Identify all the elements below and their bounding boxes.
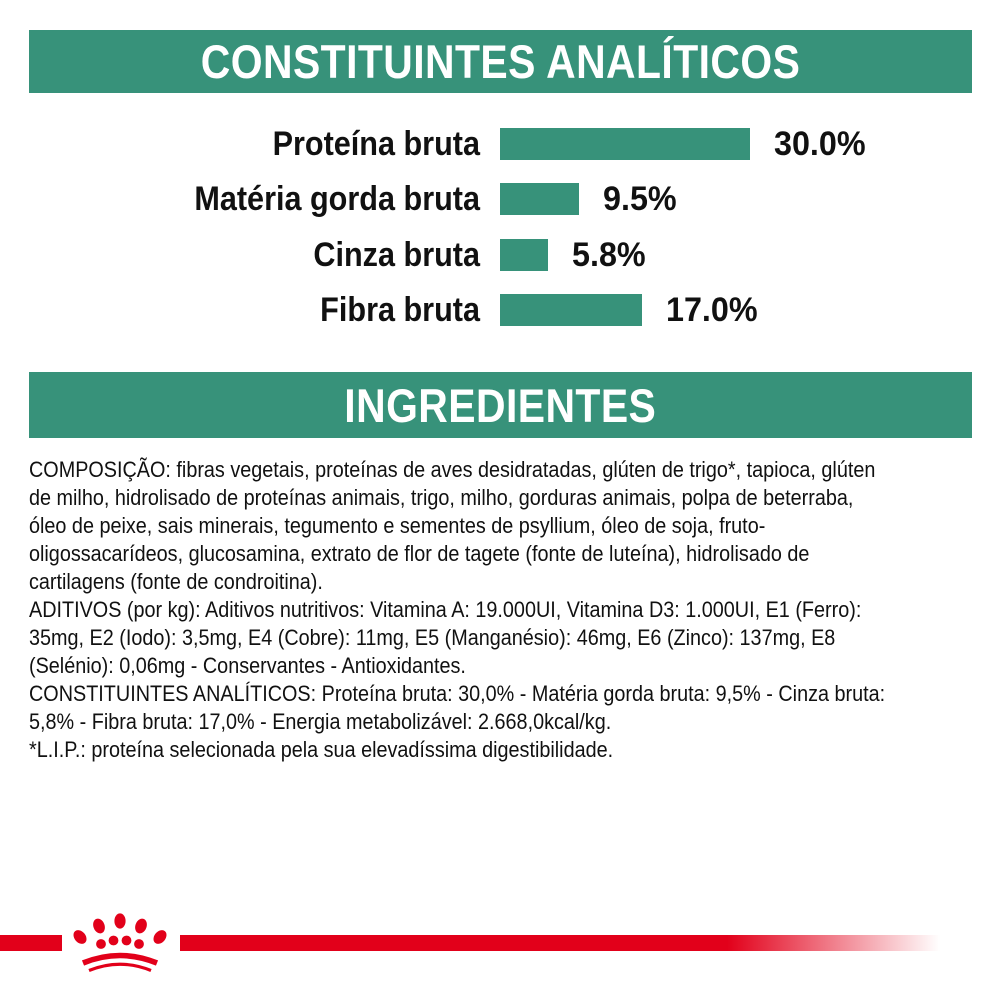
text-line: *L.I.P.: proteína selecionada pela sua e… (29, 737, 614, 762)
bar-label-fat: Matéria gorda bruta (194, 180, 480, 218)
ingredients-header-band: INGREDIENTES (29, 372, 972, 438)
bar-track: 17.0% (500, 291, 762, 329)
text-line: COMPOSIÇÃO: fibras vegetais, proteínas d… (29, 457, 876, 482)
bar-label-ash: Cinza bruta (313, 236, 480, 274)
bar-track: 5.8% (500, 236, 650, 274)
text-line: 5,8% - Fibra bruta: 17,0% - Energia meta… (29, 709, 612, 734)
bar-label-protein: Proteína bruta (272, 125, 480, 163)
analytical-header-title: CONSTITUINTES ANALÍTICOS (200, 35, 801, 88)
chart-row-fibre: Fibra bruta 17.0% (0, 291, 1000, 329)
bar-value-fat: 9.5% (603, 180, 677, 218)
bar-track: 9.5% (500, 180, 681, 218)
ingredients-header-title: INGREDIENTES (344, 378, 657, 432)
text-line: (Selénio): 0,06mg - Conservantes - Antio… (29, 653, 466, 678)
text-line: oligossacarídeos, glucosamina, extrato d… (29, 541, 810, 566)
analytical-bar-chart: Proteína bruta 30.0% Matéria gorda bruta… (0, 0, 1000, 360)
bar-ash (500, 239, 548, 271)
footer-stripe-right (180, 935, 940, 951)
bar-track: 30.0% (500, 125, 870, 163)
analytical-header-band: CONSTITUINTES ANALÍTICOS (29, 30, 972, 93)
bar-label-fibre: Fibra bruta (320, 291, 480, 329)
text-line: CONSTITUINTES ANALÍTICOS: Proteína bruta… (29, 681, 886, 706)
chart-row-ash: Cinza bruta 5.8% (0, 236, 1000, 274)
bar-value-protein: 30.0% (774, 125, 866, 163)
chart-row-fat: Matéria gorda bruta 9.5% (0, 180, 1000, 218)
royal-canin-crown-icon (73, 913, 167, 972)
text-line: ADITIVOS (por kg): Aditivos nutritivos: … (29, 597, 862, 622)
text-line: óleo de peixe, sais minerais, tegumento … (29, 513, 766, 538)
bar-value-fibre: 17.0% (666, 291, 758, 329)
bar-protein (500, 128, 750, 160)
bar-fibre (500, 294, 642, 326)
bar-fat (500, 183, 579, 215)
text-line: 35mg, E2 (Iodo): 3,5mg, E4 (Cobre): 11mg… (29, 625, 836, 650)
chart-row-protein: Proteína bruta 30.0% (0, 125, 1000, 163)
bar-value-ash: 5.8% (572, 236, 646, 274)
text-line: cartilagens (fonte de condroitina). (29, 569, 323, 594)
text-line: de milho, hidrolisado de proteínas anima… (29, 485, 854, 510)
ingredients-text-block: COMPOSIÇÃO: fibras vegetais, proteínas d… (29, 456, 989, 764)
footer-stripe-left (0, 935, 62, 951)
